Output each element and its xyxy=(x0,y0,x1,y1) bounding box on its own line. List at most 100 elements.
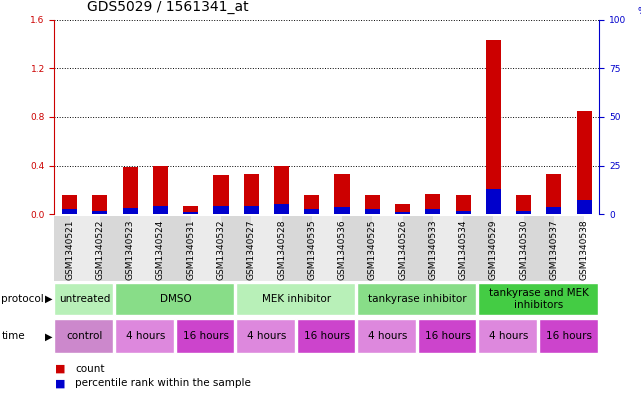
Text: GSM1340536: GSM1340536 xyxy=(338,219,347,280)
Bar xyxy=(456,195,470,214)
Bar xyxy=(395,212,410,214)
Bar xyxy=(365,195,380,214)
Bar xyxy=(92,195,108,214)
Bar xyxy=(335,207,349,214)
FancyBboxPatch shape xyxy=(54,320,113,353)
Text: 4 hours: 4 hours xyxy=(368,331,407,342)
Text: GSM1340528: GSM1340528 xyxy=(277,219,286,280)
Text: %: % xyxy=(637,7,641,16)
Text: 16 hours: 16 hours xyxy=(304,331,350,342)
FancyBboxPatch shape xyxy=(130,216,160,281)
Text: tankyrase and MEK
inhibitors: tankyrase and MEK inhibitors xyxy=(489,288,588,310)
Text: GSM1340531: GSM1340531 xyxy=(186,219,196,280)
FancyBboxPatch shape xyxy=(100,216,130,281)
Bar xyxy=(62,195,77,214)
Text: GSM1340523: GSM1340523 xyxy=(126,219,135,280)
Text: 4 hours: 4 hours xyxy=(126,331,165,342)
Bar xyxy=(183,206,198,214)
Bar xyxy=(244,206,259,214)
FancyBboxPatch shape xyxy=(342,216,372,281)
FancyBboxPatch shape xyxy=(115,283,235,315)
FancyBboxPatch shape xyxy=(236,320,295,353)
Bar xyxy=(486,40,501,214)
FancyBboxPatch shape xyxy=(251,216,281,281)
Bar xyxy=(213,206,229,214)
Text: GSM1340538: GSM1340538 xyxy=(579,219,588,280)
FancyBboxPatch shape xyxy=(418,320,476,353)
Bar xyxy=(577,200,592,214)
Text: 16 hours: 16 hours xyxy=(546,331,592,342)
Bar xyxy=(486,189,501,214)
FancyBboxPatch shape xyxy=(478,320,537,353)
Bar xyxy=(425,193,440,214)
Bar xyxy=(122,167,138,214)
Text: tankyrase inhibitor: tankyrase inhibitor xyxy=(369,294,467,304)
Text: untreated: untreated xyxy=(59,294,110,304)
FancyBboxPatch shape xyxy=(236,283,355,315)
Bar xyxy=(425,209,440,214)
FancyBboxPatch shape xyxy=(39,216,70,281)
Bar xyxy=(546,207,562,214)
Text: ▶: ▶ xyxy=(45,294,53,304)
Bar xyxy=(274,165,289,214)
Text: count: count xyxy=(75,364,104,374)
Text: ■: ■ xyxy=(54,364,65,374)
FancyBboxPatch shape xyxy=(115,320,174,353)
Bar xyxy=(153,206,168,214)
FancyBboxPatch shape xyxy=(297,320,355,353)
Text: GSM1340534: GSM1340534 xyxy=(458,219,468,280)
Text: time: time xyxy=(1,331,25,342)
FancyBboxPatch shape xyxy=(524,216,554,281)
Text: GSM1340530: GSM1340530 xyxy=(519,219,528,280)
Bar xyxy=(335,174,349,214)
Text: ▶: ▶ xyxy=(45,331,53,342)
FancyBboxPatch shape xyxy=(191,216,221,281)
Bar xyxy=(456,211,470,214)
FancyBboxPatch shape xyxy=(221,216,251,281)
Text: GSM1340529: GSM1340529 xyxy=(489,219,498,280)
FancyBboxPatch shape xyxy=(70,216,100,281)
Bar xyxy=(122,208,138,214)
Bar xyxy=(183,212,198,214)
Bar xyxy=(304,209,319,214)
Text: protocol: protocol xyxy=(1,294,44,304)
Bar xyxy=(365,209,380,214)
FancyBboxPatch shape xyxy=(478,283,597,315)
Text: GSM1340533: GSM1340533 xyxy=(428,219,437,280)
Text: 4 hours: 4 hours xyxy=(489,331,528,342)
FancyBboxPatch shape xyxy=(539,320,597,353)
Text: DMSO: DMSO xyxy=(160,294,192,304)
Text: GSM1340524: GSM1340524 xyxy=(156,219,165,280)
Text: 4 hours: 4 hours xyxy=(247,331,286,342)
Text: GSM1340526: GSM1340526 xyxy=(398,219,407,280)
FancyBboxPatch shape xyxy=(176,320,235,353)
FancyBboxPatch shape xyxy=(281,216,312,281)
Bar xyxy=(395,204,410,214)
FancyBboxPatch shape xyxy=(494,216,524,281)
Text: GSM1340521: GSM1340521 xyxy=(65,219,74,280)
Text: 16 hours: 16 hours xyxy=(183,331,229,342)
Text: MEK inhibitor: MEK inhibitor xyxy=(262,294,331,304)
Bar xyxy=(92,211,108,214)
FancyBboxPatch shape xyxy=(54,283,113,315)
FancyBboxPatch shape xyxy=(357,320,416,353)
Bar xyxy=(516,195,531,214)
Text: GSM1340537: GSM1340537 xyxy=(549,219,558,280)
Text: GSM1340522: GSM1340522 xyxy=(96,219,104,280)
FancyBboxPatch shape xyxy=(357,283,476,315)
Bar xyxy=(274,204,289,214)
FancyBboxPatch shape xyxy=(403,216,433,281)
Text: control: control xyxy=(67,331,103,342)
FancyBboxPatch shape xyxy=(372,216,403,281)
Text: percentile rank within the sample: percentile rank within the sample xyxy=(75,378,251,388)
Text: GSM1340527: GSM1340527 xyxy=(247,219,256,280)
Bar xyxy=(577,111,592,214)
Bar xyxy=(62,209,77,214)
FancyBboxPatch shape xyxy=(312,216,342,281)
Text: GDS5029 / 1561341_at: GDS5029 / 1561341_at xyxy=(87,0,248,14)
Bar xyxy=(516,211,531,214)
Text: GSM1340535: GSM1340535 xyxy=(307,219,316,280)
FancyBboxPatch shape xyxy=(433,216,463,281)
Bar xyxy=(304,195,319,214)
FancyBboxPatch shape xyxy=(554,216,584,281)
